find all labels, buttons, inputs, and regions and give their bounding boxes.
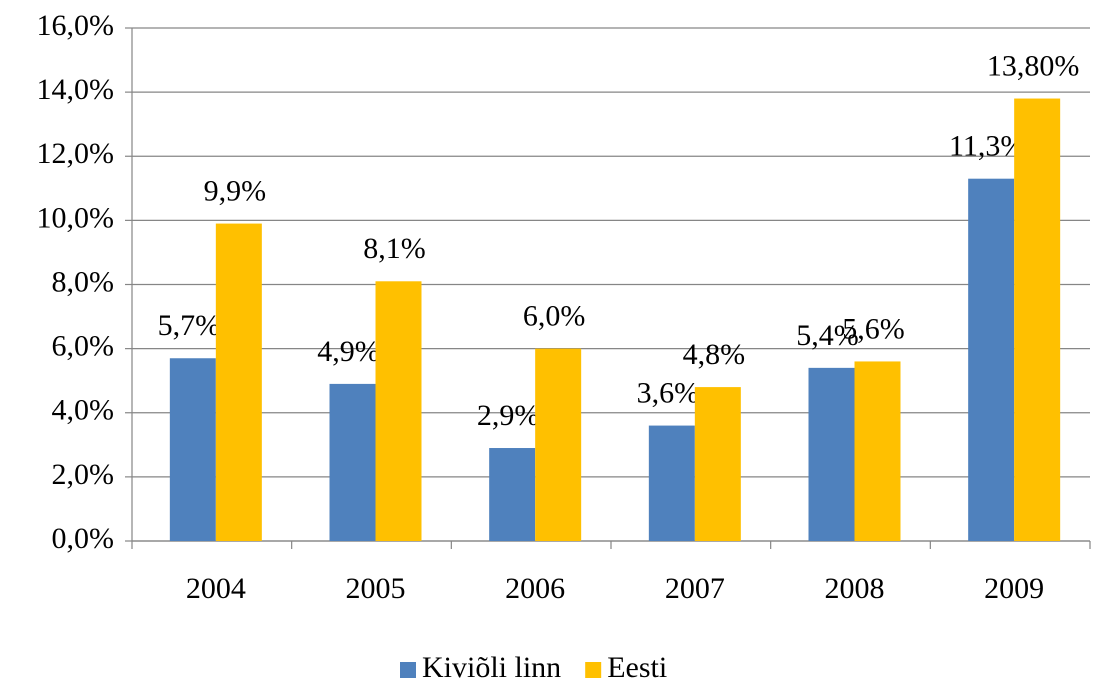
x-tick-label: 2004 bbox=[186, 572, 246, 605]
y-tick-label: 10,0% bbox=[37, 201, 115, 234]
legend-swatch bbox=[585, 662, 602, 678]
bar bbox=[169, 358, 216, 541]
x-tick-label: 2007 bbox=[665, 572, 725, 605]
data-label: 11,3% bbox=[949, 130, 1025, 163]
y-tick-label: 16,0% bbox=[37, 9, 115, 42]
bar bbox=[968, 178, 1015, 541]
x-tick-label: 2009 bbox=[984, 572, 1044, 605]
bar bbox=[1014, 98, 1061, 541]
bar bbox=[215, 223, 262, 542]
x-tick-label: 2005 bbox=[346, 572, 406, 605]
data-label: 4,8% bbox=[683, 338, 746, 371]
x-tick-label: 2006 bbox=[505, 572, 565, 605]
y-tick-label: 0,0% bbox=[52, 522, 115, 555]
y-tick-label: 14,0% bbox=[37, 73, 115, 106]
legend-label: Kiviõli linn bbox=[422, 651, 561, 684]
data-label: 3,6% bbox=[637, 376, 700, 409]
y-tick-label: 8,0% bbox=[52, 265, 115, 298]
data-label: 5,4% bbox=[796, 319, 859, 352]
data-label: 9,9% bbox=[204, 174, 267, 207]
bar bbox=[854, 361, 901, 541]
bar bbox=[329, 383, 376, 541]
bar bbox=[694, 387, 741, 541]
bar bbox=[489, 448, 536, 541]
data-label: 4,9% bbox=[317, 335, 380, 368]
y-tick-label: 4,0% bbox=[52, 394, 115, 427]
data-label: 8,1% bbox=[363, 232, 426, 265]
y-tick-label: 2,0% bbox=[52, 458, 115, 491]
bar bbox=[535, 348, 582, 541]
data-label: 5,7% bbox=[158, 309, 221, 342]
y-tick-label: 12,0% bbox=[37, 137, 115, 170]
data-label: 13,80% bbox=[987, 49, 1080, 82]
data-label: 5,6% bbox=[842, 312, 905, 345]
bar bbox=[808, 367, 855, 541]
y-tick-label: 6,0% bbox=[52, 330, 115, 363]
bar bbox=[375, 281, 422, 541]
legend-swatch bbox=[400, 662, 416, 678]
legend-label: Eesti bbox=[607, 651, 667, 684]
data-label: 2,9% bbox=[477, 399, 540, 432]
data-label: 6,0% bbox=[523, 300, 586, 333]
x-tick-label: 2008 bbox=[825, 572, 885, 605]
bar bbox=[648, 425, 695, 541]
